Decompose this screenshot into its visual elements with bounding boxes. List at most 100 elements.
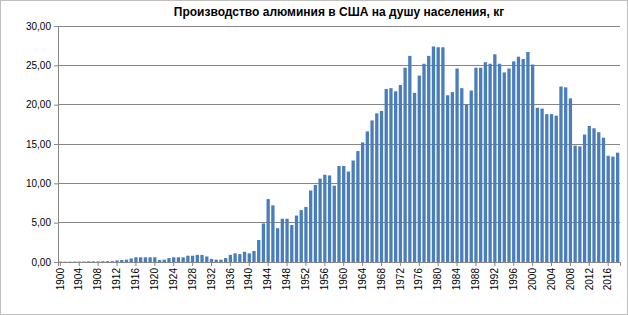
x-tick-label: 1960 xyxy=(338,268,349,291)
bar xyxy=(465,105,468,262)
bar xyxy=(163,260,166,262)
bar xyxy=(380,111,383,262)
bar xyxy=(262,223,265,262)
x-tick-mark xyxy=(249,262,250,266)
y-tick-mark xyxy=(54,183,58,184)
bar xyxy=(352,161,355,262)
bar xyxy=(460,88,463,262)
bar xyxy=(111,261,114,262)
y-tick-label: 10,00 xyxy=(26,178,51,189)
x-tick-label: 1976 xyxy=(413,268,424,291)
y-tick: 0,00 xyxy=(32,257,58,268)
bar xyxy=(252,251,255,262)
bar xyxy=(385,89,388,262)
bar xyxy=(229,255,232,262)
x-tick-mark xyxy=(570,262,571,266)
y-tick-mark xyxy=(54,65,58,66)
x-tick: 1908 xyxy=(92,262,103,290)
y-tick-mark xyxy=(54,26,58,27)
bar xyxy=(413,93,416,262)
y-tick: 15,00 xyxy=(26,139,58,150)
grid-line xyxy=(58,65,620,66)
bar xyxy=(243,252,246,262)
bar xyxy=(257,240,260,262)
bar xyxy=(512,61,515,262)
x-tick-mark xyxy=(79,262,80,266)
bar xyxy=(167,258,170,262)
bar xyxy=(238,254,241,262)
bar xyxy=(356,151,359,262)
x-tick-mark xyxy=(494,262,495,266)
bar xyxy=(578,146,581,262)
y-tick-label: 15,00 xyxy=(26,139,51,150)
x-tick-mark xyxy=(173,262,174,266)
bar xyxy=(342,166,345,262)
x-tick: 1952 xyxy=(300,262,311,290)
x-tick-mark xyxy=(551,262,552,266)
x-tick: 1976 xyxy=(413,262,424,290)
x-tick-label: 1996 xyxy=(508,268,519,291)
x-tick-label: 1912 xyxy=(111,268,122,291)
bar xyxy=(323,175,326,262)
bar xyxy=(389,88,392,262)
bar xyxy=(318,179,321,262)
x-tick: 1956 xyxy=(319,262,330,290)
bar xyxy=(276,228,279,262)
y-tick: 5,00 xyxy=(32,217,58,228)
x-tick: 1912 xyxy=(111,262,122,290)
x-tick: 1916 xyxy=(130,262,141,290)
x-tick-mark xyxy=(343,262,344,266)
x-tick-label: 1924 xyxy=(168,268,179,291)
x-tick-label: 1908 xyxy=(92,268,103,291)
bar xyxy=(101,261,104,262)
bar xyxy=(422,64,425,262)
x-tick-mark xyxy=(154,262,155,266)
bar xyxy=(181,257,184,262)
y-tick-mark xyxy=(54,144,58,145)
y-tick-mark xyxy=(54,223,58,224)
y-tick-label: 0,00 xyxy=(32,257,52,268)
bar xyxy=(191,256,194,262)
bar xyxy=(148,257,151,262)
x-tick-mark xyxy=(230,262,231,266)
x-axis-line xyxy=(59,263,621,267)
bar xyxy=(488,64,491,262)
bar xyxy=(583,135,586,262)
bar xyxy=(134,257,137,262)
x-tick-label: 2000 xyxy=(527,268,538,291)
bar xyxy=(559,87,562,262)
bar xyxy=(172,257,175,262)
bar xyxy=(267,199,270,262)
x-tick: 1924 xyxy=(168,262,179,290)
bar xyxy=(517,57,520,262)
x-tick-label: 1948 xyxy=(281,268,292,291)
x-axis: 1900 1904 1908 1912 1916 1920 1924 1928 1932 1936… xyxy=(55,262,621,290)
x-tick: 1940 xyxy=(243,262,254,290)
bar xyxy=(427,56,430,262)
bar xyxy=(418,76,421,262)
y-tick: 10,00 xyxy=(26,178,58,189)
x-tick: 1900 xyxy=(55,262,66,290)
x-tick: 1936 xyxy=(225,262,236,290)
x-tick: 1920 xyxy=(149,262,160,290)
x-tick-label: 1932 xyxy=(206,268,217,291)
x-tick-label: 1916 xyxy=(130,268,141,291)
x-tick: 1980 xyxy=(432,262,443,290)
x-tick-mark xyxy=(475,262,476,266)
bar xyxy=(115,260,118,262)
y-axis-line xyxy=(54,27,59,263)
bar xyxy=(484,62,487,262)
x-tick: 1904 xyxy=(73,262,84,290)
x-tick: 2008 xyxy=(565,262,576,290)
bar xyxy=(281,219,284,262)
bar xyxy=(522,59,525,262)
bar xyxy=(215,260,218,262)
bar xyxy=(120,260,123,262)
bar xyxy=(550,114,553,262)
x-tick-label: 1920 xyxy=(149,268,160,291)
bar xyxy=(333,186,336,262)
x-tick-label: 1928 xyxy=(187,268,198,291)
x-tick-mark xyxy=(60,262,61,266)
bar xyxy=(479,68,482,262)
x-tick-mark xyxy=(400,262,401,266)
